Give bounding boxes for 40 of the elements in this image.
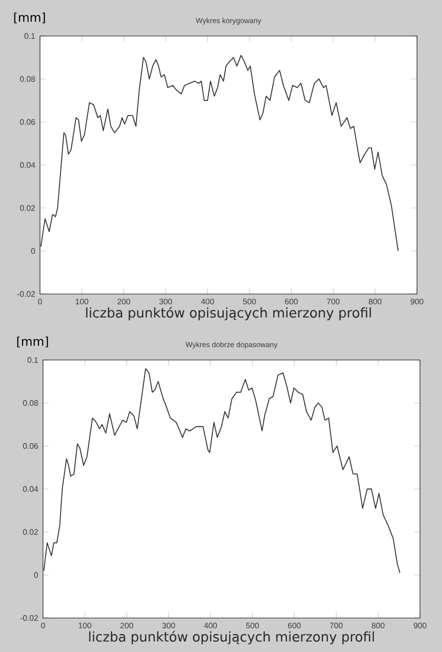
x-tick-label: 500 xyxy=(246,622,259,628)
y-axis-title: [mm] xyxy=(14,12,45,24)
x-tick-label: 100 xyxy=(78,622,92,628)
line-series xyxy=(43,368,400,574)
y-tick-label: 0.06 xyxy=(23,443,38,449)
y-axis-title: [mm] xyxy=(17,336,48,348)
y-tick-label: 0.02 xyxy=(23,529,38,535)
y-tick-label: 0 xyxy=(31,248,35,254)
x-tick-label: 400 xyxy=(201,298,214,304)
x-axis-title: liczba punktów opisujących mierzony profil xyxy=(89,630,374,644)
x-tick-label: 800 xyxy=(368,298,382,304)
x-axis-title: liczba punktów opisujących mierzony profil xyxy=(86,306,371,320)
x-tick-label: 700 xyxy=(326,298,340,304)
y-tick-label: 0.04 xyxy=(23,486,38,492)
x-tick-label: 100 xyxy=(76,298,88,304)
y-tick-label: -0.02 xyxy=(20,615,38,621)
line-series xyxy=(40,54,399,252)
y-tick-label: 0.06 xyxy=(20,119,35,125)
x-tick-label: 800 xyxy=(372,622,384,628)
y-tick-label: 0.02 xyxy=(20,205,35,211)
x-tick-label: 700 xyxy=(330,622,343,628)
y-tick-label: 0.04 xyxy=(20,162,36,168)
x-tick-label: 900 xyxy=(414,622,426,628)
y-tick-label: 0 xyxy=(34,572,38,578)
x-tick-label: 600 xyxy=(288,622,301,628)
x-tick-label: 200 xyxy=(120,622,134,628)
x-tick-label: 500 xyxy=(243,298,256,304)
x-tick-label: 0 xyxy=(41,622,45,628)
y-tick-label: -0.02 xyxy=(17,291,35,297)
y-tick-label: 0.08 xyxy=(23,400,38,406)
y-tick-label: 0.1 xyxy=(27,357,38,363)
x-tick-label: 300 xyxy=(162,622,176,628)
x-tick-label: 400 xyxy=(204,622,217,628)
y-tick-label: 0.08 xyxy=(20,76,35,82)
x-tick-label: 300 xyxy=(159,298,172,304)
x-tick-label: 900 xyxy=(410,298,424,304)
y-tick-label: 0.1 xyxy=(24,33,35,39)
x-tick-label: 200 xyxy=(118,298,130,304)
x-tick-label: 600 xyxy=(285,298,298,304)
x-tick-label: 0 xyxy=(38,298,42,304)
